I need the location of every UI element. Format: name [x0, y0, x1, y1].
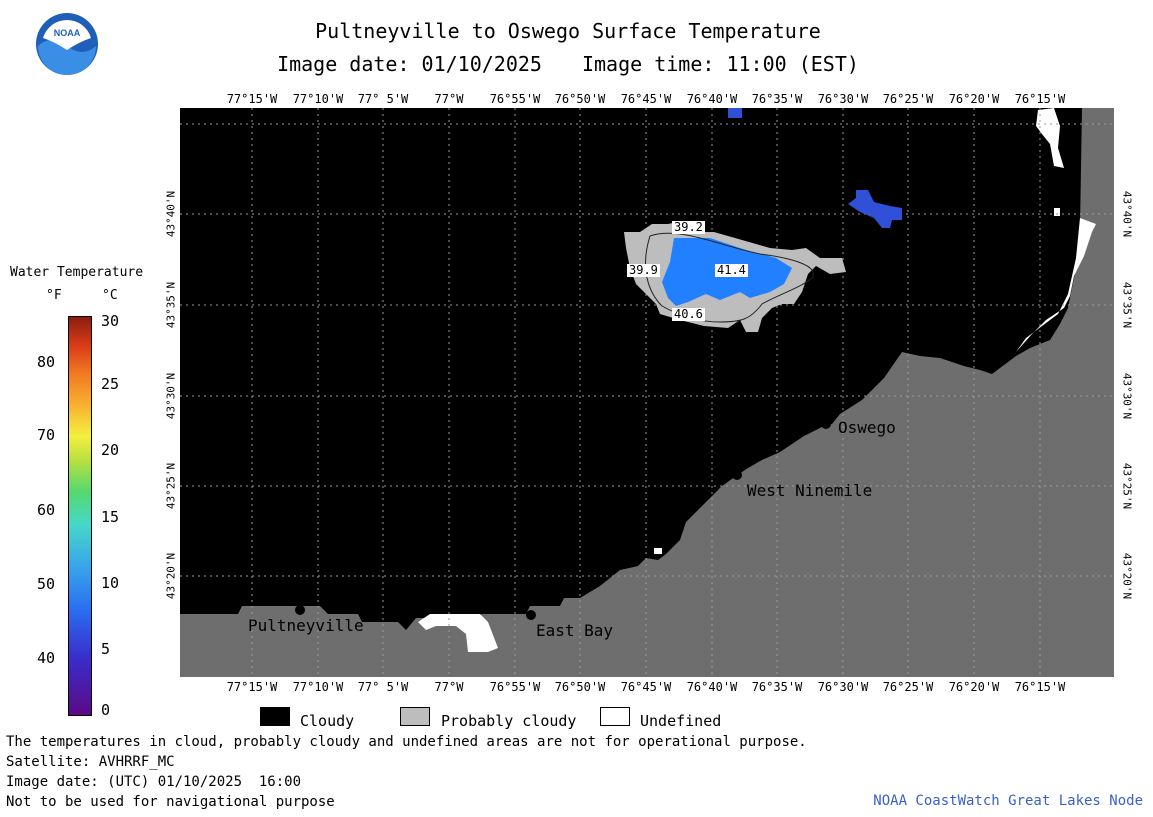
lon-tick-bottom: 76°20'W: [948, 680, 1000, 694]
place-marker-pultneyville: [295, 605, 305, 615]
place-marker-west-ninemile: [732, 470, 742, 480]
c-scale-label: 25: [101, 375, 120, 393]
image-time: Image time: 11:00 (EST): [581, 52, 859, 76]
utc-date-note: Image date: (UTC) 01/10/2025 16:00: [6, 774, 302, 790]
page-title: Pultneyville to Oswego Surface Temperatu…: [315, 19, 821, 43]
lat-tick-right: 43°25'N: [1120, 462, 1134, 510]
lon-tick-bottom: 77°15'W: [226, 680, 278, 694]
lon-tick-top: 76°35'W: [751, 92, 803, 106]
place-label-pultneyville: Pultneyville: [248, 616, 364, 635]
lat-tick-left: 43°35'N: [164, 281, 178, 329]
lon-tick-top: 76°25'W: [882, 92, 934, 106]
lat-tick-left: 43°20'N: [164, 552, 178, 600]
lat-tick-left: 43°25'N: [164, 462, 178, 510]
isotherm-label: 41.4: [715, 263, 748, 277]
f-scale-label: 40: [37, 649, 56, 667]
legend-unit-celsius: °C: [102, 288, 118, 303]
lat-tick-right: 43°35'N: [1120, 281, 1134, 329]
lat-tick-left: 43°30'N: [164, 372, 178, 420]
f-scale-label: 50: [37, 575, 56, 593]
water-temperature-patch-cool: [848, 190, 902, 228]
lat-tick-left: 43°40'N: [164, 190, 178, 238]
lat-tick-right: 43°20'N: [1120, 552, 1134, 600]
legend-swatch-probably-cloudy: [400, 707, 430, 726]
lon-tick-top: 77° 5'W: [357, 92, 409, 106]
f-scale-label: 70: [37, 426, 56, 444]
isotherm-label: 40.6: [672, 307, 705, 321]
lon-tick-top: 76°55'W: [489, 92, 541, 106]
place-marker-east-bay: [526, 610, 536, 620]
image-date-time-line: Image date: 01/10/2025 Image time: 11:00 …: [180, 52, 956, 76]
lon-tick-bottom: 77°W: [434, 680, 464, 694]
lon-tick-bottom: 77° 5'W: [357, 680, 409, 694]
undefined-area-east-bay: [418, 614, 498, 652]
undefined-area-northeast: [1036, 108, 1064, 168]
legend-unit-fahrenheit: °F: [46, 288, 62, 303]
noaa-logo: NOAA: [36, 13, 98, 75]
lon-tick-top: 76°40'W: [686, 92, 738, 106]
logo-text: NOAA: [54, 28, 81, 38]
lon-tick-top: 76°45'W: [620, 92, 672, 106]
f-scale-label: 60: [37, 501, 56, 519]
lon-tick-top: 77°10'W: [292, 92, 344, 106]
c-scale-label: 5: [101, 640, 111, 658]
c-scale-label: 30: [101, 312, 120, 330]
lon-tick-top: 77°15'W: [226, 92, 278, 106]
lon-tick-bottom: 76°35'W: [751, 680, 803, 694]
lon-tick-bottom: 76°45'W: [620, 680, 672, 694]
lon-tick-bottom: 76°15'W: [1014, 680, 1066, 694]
lat-tick-right: 43°30'N: [1120, 372, 1134, 420]
undefined-area-east-shore: [1016, 218, 1096, 352]
lat-tick-right: 43°40'N: [1120, 190, 1134, 238]
land-south-shore: [180, 108, 1114, 677]
c-scale-label: 0: [101, 701, 111, 719]
isotherm-label: 39.9: [627, 263, 660, 277]
disclaimer-note: The temperatures in cloud, probably clou…: [6, 734, 807, 750]
isotherm-line: [645, 232, 814, 323]
map-panel: [180, 108, 1114, 677]
legend-label-probably-cloudy: Probably cloudy: [441, 712, 577, 730]
lon-tick-top: 76°30'W: [817, 92, 869, 106]
legend-label-cloudy: Cloudy: [300, 712, 355, 730]
legend-title: Water Temperature: [10, 265, 144, 280]
undefined-speck: [1054, 208, 1060, 216]
lon-tick-bottom: 76°50'W: [554, 680, 606, 694]
lon-tick-bottom: 76°55'W: [489, 680, 541, 694]
lon-tick-bottom: 77°10'W: [292, 680, 344, 694]
lon-tick-bottom: 76°25'W: [882, 680, 934, 694]
lon-tick-bottom: 76°30'W: [817, 680, 869, 694]
navigation-warning: Not to be used for navigational purpose: [6, 794, 335, 810]
legend-label-undefined: Undefined: [640, 712, 722, 730]
lon-tick-top: 76°50'W: [554, 92, 606, 106]
lon-tick-top: 77°W: [434, 92, 464, 106]
isotherm-label: 39.2: [672, 220, 705, 234]
undefined-speck: [654, 548, 662, 554]
c-scale-label: 20: [101, 441, 120, 459]
lon-tick-top: 76°15'W: [1014, 92, 1066, 106]
place-label-west-ninemile: West Ninemile: [747, 481, 873, 500]
place-label-oswego: Oswego: [838, 418, 896, 437]
lon-tick-top: 76°20'W: [948, 92, 1000, 106]
lat-lon-grid: [180, 108, 1114, 677]
credit-line: NOAA CoastWatch Great Lakes Node: [873, 793, 1143, 809]
f-scale-label: 80: [37, 353, 56, 371]
c-scale-label: 10: [101, 574, 120, 592]
legend-swatch-cloudy: [260, 707, 290, 726]
satellite-note: Satellite: AVHRRF_MC: [6, 754, 175, 770]
lon-tick-bottom: 76°40'W: [686, 680, 738, 694]
c-scale-label: 15: [101, 508, 120, 526]
legend-swatch-undefined: [600, 707, 630, 726]
water-temperature-speck: [728, 108, 742, 118]
place-label-east-bay: East Bay: [536, 621, 614, 640]
image-date: Image date: 01/10/2025: [277, 52, 542, 76]
place-marker-oswego: [821, 419, 831, 429]
color-scale-bar: [68, 316, 92, 716]
